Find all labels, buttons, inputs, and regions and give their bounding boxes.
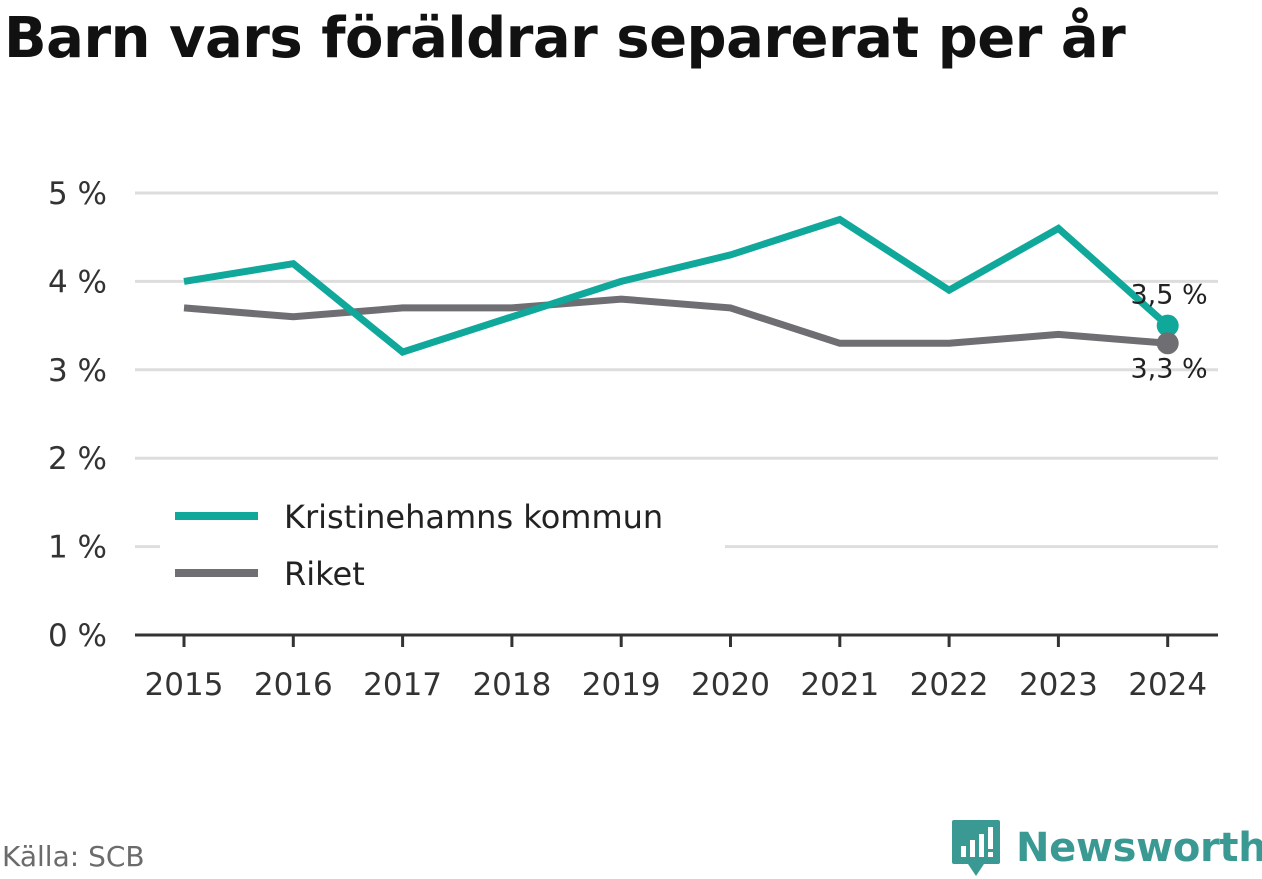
x-tick-labels: 2015 2016 2017 2018 2019 2020 2021 2022 2023 2024 (145, 667, 1208, 703)
end-markers (1156, 314, 1179, 355)
x-tick-label: 2024 (1128, 667, 1207, 703)
x-tick-label: 2021 (800, 667, 879, 703)
y-tick-label: 0 % (48, 618, 107, 654)
brand-name: Newsworthy (1016, 825, 1262, 871)
series-line-1 (183, 295, 1168, 347)
series-line-0 (183, 215, 1171, 357)
y-tick-labels: 0 % 1 % 2 % 3 % 4 % 5 % (48, 176, 107, 654)
y-tick-label: 5 % (48, 176, 107, 212)
legend-label-0: Kristinehamns kommun (284, 498, 663, 536)
newsworthy-logo-icon (952, 820, 1000, 876)
y-tick-label: 2 % (48, 441, 107, 477)
legend: Kristinehamns kommun Riket (160, 490, 725, 608)
series-end-label-0: 3,5 % (1131, 280, 1208, 311)
x-tick-label: 2023 (1019, 667, 1098, 703)
chart-title: Barn vars föräldrar separerat per år (4, 6, 1126, 71)
series-end-marker-1 (1156, 332, 1179, 355)
brand[interactable]: Newsworthy (950, 818, 1262, 878)
end-labels: 3,5 % 3,3 % (1131, 280, 1208, 385)
x-tick-label: 2015 (145, 667, 224, 703)
y-tick-label: 4 % (48, 264, 107, 300)
x-tick-label: 2017 (363, 667, 442, 703)
legend-label-1: Riket (284, 555, 365, 593)
y-tick-label: 1 % (48, 530, 107, 566)
x-tick-label: 2018 (472, 667, 551, 703)
x-tick-label: 2016 (254, 667, 333, 703)
axes (135, 633, 1218, 647)
legend-background (160, 490, 725, 608)
y-tick-label: 3 % (48, 353, 107, 389)
x-tick-label: 2020 (691, 667, 770, 703)
x-tick-label: 2019 (582, 667, 661, 703)
series-end-marker-0 (1156, 314, 1179, 337)
x-tick-label: 2022 (910, 667, 989, 703)
source-credit: Källa: SCB (2, 840, 145, 873)
series-lines (183, 215, 1171, 357)
series-end-label-1: 3,3 % (1131, 353, 1208, 384)
